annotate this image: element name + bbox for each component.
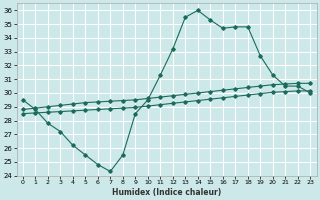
X-axis label: Humidex (Indice chaleur): Humidex (Indice chaleur) [112, 188, 221, 197]
